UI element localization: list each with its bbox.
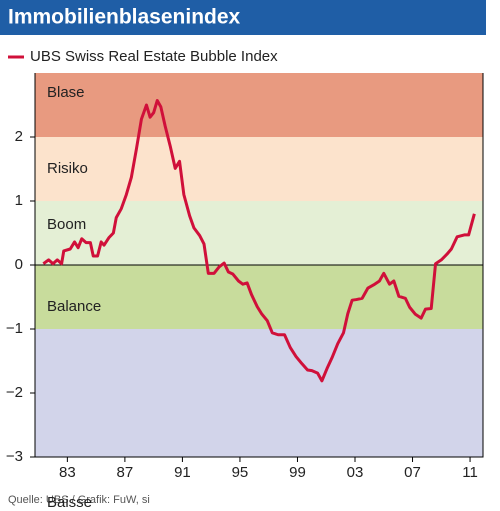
zone <box>35 73 483 137</box>
x-tick-label: 95 <box>232 464 249 481</box>
y-tick-label: −1 <box>6 320 23 337</box>
zone-label: Risiko <box>47 160 88 177</box>
y-tick-label: −3 <box>6 448 23 465</box>
zone <box>35 201 483 265</box>
axis-frame <box>34 73 484 458</box>
y-tick-label: 2 <box>15 128 23 145</box>
x-tick-label: 87 <box>117 464 134 481</box>
series-line <box>42 99 476 383</box>
zone <box>35 329 483 457</box>
x-tick-label: 83 <box>59 464 76 481</box>
zone-label: Blase <box>47 84 85 101</box>
legend-label: UBS Swiss Real Estate Bubble Index <box>30 48 278 65</box>
zone <box>35 265 483 329</box>
zone-label: Baisse <box>47 494 92 511</box>
x-tick-label: 11 <box>462 464 478 481</box>
zone-label: Balance <box>47 298 101 315</box>
x-tick-label: 07 <box>404 464 421 481</box>
x-tick-label: 99 <box>289 464 306 481</box>
y-tick-label: 0 <box>15 256 23 273</box>
chart-title: Immobilienblasenindex <box>8 6 241 29</box>
title-bar <box>0 0 486 35</box>
x-tick-label: 03 <box>347 464 364 481</box>
x-tick-label: 91 <box>174 464 191 481</box>
zone-label: Boom <box>47 216 86 233</box>
y-tick-label: −2 <box>6 384 23 401</box>
y-tick-label: 1 <box>15 192 23 209</box>
source: Quelle: UBS / Grafik: FuW, si <box>8 494 150 506</box>
zone <box>35 137 483 201</box>
